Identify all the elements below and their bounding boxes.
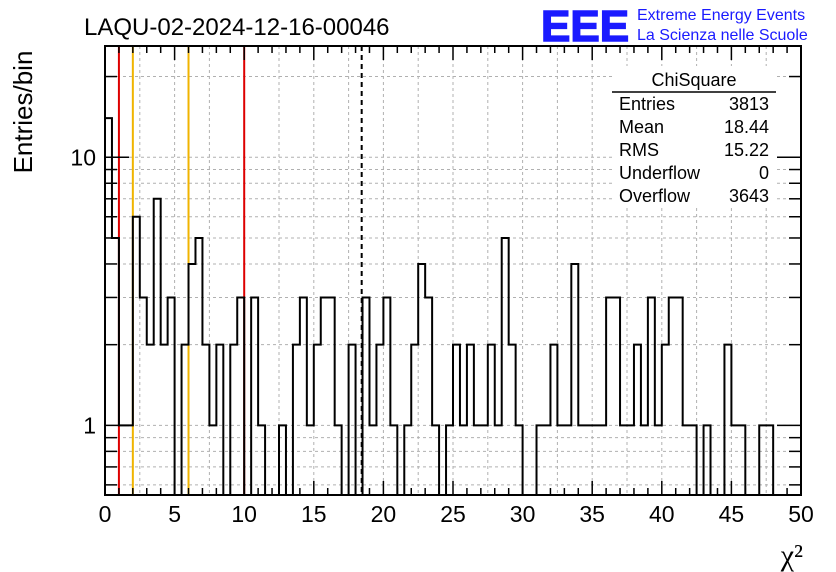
y-tick-label: 1 <box>83 412 96 438</box>
x-tick-label: 0 <box>99 501 112 527</box>
y-tick-labels: 1 10 <box>70 144 96 438</box>
stats-value-mean: 18.44 <box>724 117 769 137</box>
stats-box-background <box>612 66 776 206</box>
y-axis-label: Entries/bin <box>8 51 38 174</box>
eee-logo-line2: La Scienza nelle Scuole <box>637 27 808 44</box>
stats-label-underflow: Underflow <box>619 163 701 183</box>
stats-value-overflow: 3643 <box>729 186 769 206</box>
y-tick-label: 10 <box>70 144 96 170</box>
x-tick-label: 15 <box>301 501 327 527</box>
marker-lines <box>117 46 363 495</box>
x-tick-label: 40 <box>649 501 675 527</box>
stats-label-entries: Entries <box>619 94 675 114</box>
stats-label-rms: RMS <box>619 140 659 160</box>
eee-logo-line1: Extreme Energy Events <box>637 7 805 24</box>
stats-value-entries: 3813 <box>729 94 769 114</box>
stats-value-underflow: 0 <box>759 163 769 183</box>
eee-logo-text: EEE <box>541 2 629 51</box>
histogram-series <box>104 117 775 496</box>
x-tick-label: 30 <box>510 501 536 527</box>
x-tick-label: 25 <box>440 501 466 527</box>
stats-label-overflow: Overflow <box>619 186 691 206</box>
eee-logo: EEE Extreme Energy Events La Scienza nel… <box>540 1 808 52</box>
axis-ticks <box>104 46 802 495</box>
chart-title: LAQU-02-2024-12-16-00046 <box>84 14 390 41</box>
x-tick-label: 50 <box>788 501 814 527</box>
stats-label-mean: Mean <box>619 117 664 137</box>
stats-value-rms: 15.22 <box>724 140 769 160</box>
x-tick-label: 10 <box>231 501 257 527</box>
x-tick-label: 20 <box>371 501 397 527</box>
x-axis-label: χ² <box>780 539 803 572</box>
stats-box-title: ChiSquare <box>651 70 736 90</box>
x-tick-label: 45 <box>719 501 745 527</box>
stats-box: ChiSquare Entries 3813 Mean 18.44 RMS 15… <box>612 66 776 206</box>
x-tick-label: 35 <box>579 501 605 527</box>
x-tick-label: 5 <box>168 501 181 527</box>
x-tick-labels: 0 5 10 15 20 25 30 35 40 45 50 <box>99 501 814 527</box>
